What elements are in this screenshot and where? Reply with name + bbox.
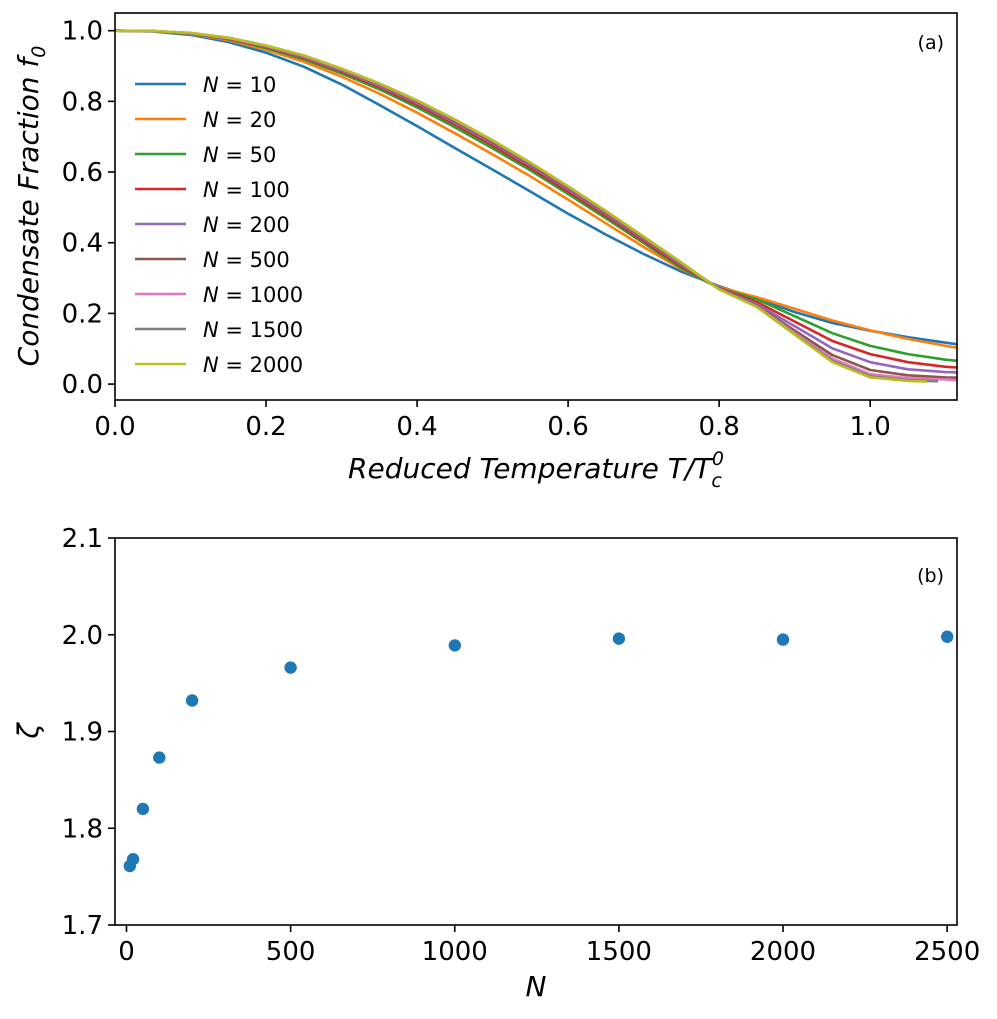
legend-entry-2000: N = 2000 bbox=[135, 353, 303, 377]
panel-a-series-lines bbox=[114, 29, 958, 383]
panel-b-xlabel: N bbox=[526, 970, 547, 1003]
panel-b-frame bbox=[114, 537, 958, 926]
panel-a-legend: N = 10 N = 20 N = 50 N = 100 N = 200 N = 500 N… bbox=[135, 73, 303, 377]
legend-entry-500: N = 500 bbox=[135, 248, 290, 272]
series-line-10 bbox=[114, 29, 958, 346]
panel-b-ylabel: ζ bbox=[12, 722, 45, 740]
scatter-point-N20 bbox=[126, 853, 140, 866]
panel-a-condensate-fraction: 0.0 0.2 0.4 0.6 0.8 1.0 0.0 0.2 0.4 0.6 0.8 1.0 N =… bbox=[12, 12, 958, 492]
y-tick-label: 0.6 bbox=[62, 158, 103, 188]
legend-entry-1000: N = 1000 bbox=[135, 283, 303, 307]
x-tick-label: 1.0 bbox=[849, 412, 890, 442]
legend-label: N = 1500 bbox=[203, 318, 303, 342]
panel-a-ticks: 0.0 0.2 0.4 0.6 0.8 1.0 0.0 0.2 0.4 0.6 0.8 1.0 bbox=[62, 17, 891, 442]
y-tick-label: 0.4 bbox=[62, 229, 103, 259]
series-line-2000 bbox=[114, 29, 927, 383]
x-tick-label: 0.8 bbox=[698, 412, 739, 442]
panel-b-tag: (b) bbox=[917, 565, 944, 587]
legend-label: N = 200 bbox=[203, 213, 290, 237]
x-tick-label: 0.2 bbox=[245, 412, 286, 442]
scatter-point-N1000 bbox=[448, 639, 461, 652]
panel-b-ticks: 0 500 1000 1500 2000 2500 1.7 1.8 1.9 2.0 2.1 bbox=[62, 524, 981, 967]
legend-label: N = 20 bbox=[203, 108, 276, 132]
legend-entry-200: N = 200 bbox=[135, 213, 290, 237]
y-tick-label: 1.0 bbox=[62, 17, 103, 47]
scatter-point-N1500 bbox=[612, 632, 626, 645]
x-tick-label: 2500 bbox=[914, 937, 980, 967]
legend-entry-1500: N = 1500 bbox=[135, 318, 303, 342]
y-tick-label: 2.1 bbox=[62, 524, 103, 554]
y-tick-label: 1.7 bbox=[62, 911, 103, 941]
scatter-point-N100 bbox=[153, 751, 166, 764]
scatter-point-N50 bbox=[136, 802, 150, 816]
y-tick-label: 0.2 bbox=[62, 299, 103, 329]
y-tick-label: 0.8 bbox=[62, 87, 103, 117]
y-tick-label: 1.8 bbox=[62, 814, 103, 844]
scatter-point-N2500 bbox=[941, 630, 954, 643]
x-tick-label: 1500 bbox=[586, 937, 652, 967]
x-tick-label: 0.4 bbox=[396, 412, 437, 442]
legend-label: N = 50 bbox=[203, 143, 276, 167]
legend-entry-10: N = 10 bbox=[135, 73, 276, 97]
x-tick-label: 1000 bbox=[422, 937, 488, 967]
scatter-point-N200 bbox=[185, 694, 199, 707]
legend-label: N = 2000 bbox=[203, 353, 303, 377]
legend-label: N = 1000 bbox=[203, 283, 303, 307]
panel-a-ylabel: Condensate Fraction f0 bbox=[12, 46, 50, 367]
scatter-point-N500 bbox=[284, 661, 297, 674]
x-tick-label: 0.6 bbox=[547, 412, 588, 442]
panel-a-xlabel: Reduced Temperature T/Tc0 bbox=[348, 448, 724, 492]
legend-entry-100: N = 100 bbox=[135, 178, 290, 202]
x-tick-label: 0 bbox=[118, 937, 135, 967]
y-tick-label: 0.0 bbox=[62, 370, 103, 400]
legend-label: N = 10 bbox=[203, 73, 276, 97]
legend-entry-20: N = 20 bbox=[135, 108, 276, 132]
panel-a-tag: (a) bbox=[918, 32, 944, 54]
legend-label: N = 500 bbox=[203, 248, 290, 272]
x-tick-label: 500 bbox=[266, 937, 316, 967]
scatter-point-N2000 bbox=[776, 633, 790, 646]
panel-b-scatter-points bbox=[123, 630, 954, 873]
legend-entry-50: N = 50 bbox=[135, 143, 276, 167]
y-tick-label: 2.0 bbox=[62, 621, 103, 651]
panel-a-frame bbox=[114, 12, 958, 401]
x-tick-label: 0.0 bbox=[94, 412, 135, 442]
legend-label: N = 100 bbox=[203, 178, 290, 202]
x-tick-label: 2000 bbox=[750, 937, 816, 967]
series-line-20 bbox=[114, 29, 958, 349]
y-tick-label: 1.9 bbox=[62, 718, 103, 748]
